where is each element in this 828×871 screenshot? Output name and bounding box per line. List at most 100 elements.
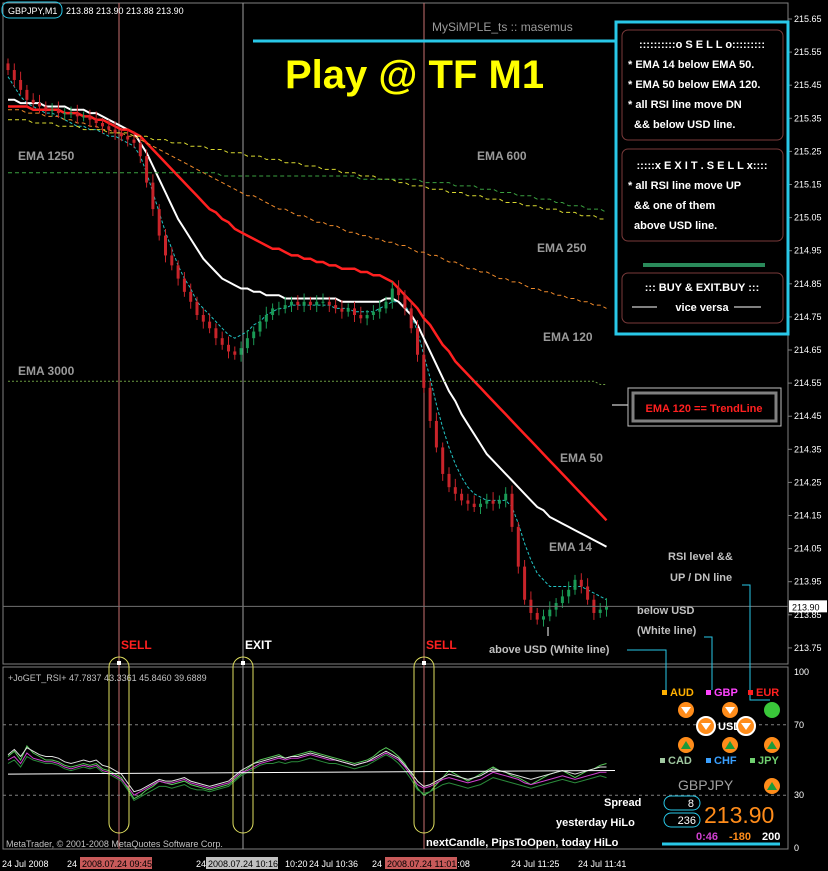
rsi-level-connector [742,584,770,701]
candle-bear [308,301,312,306]
candle-bear [44,106,48,110]
candle-bull [69,113,73,115]
rsi-tick-label: 70 [794,720,804,730]
ema3000-label: EMA 3000 [18,364,75,378]
candle-bear [101,123,104,127]
rsi-level-note-1: RSI level && [668,551,733,563]
pair-label: GBPJPY [678,777,734,793]
ema-line-ema14 [7,76,607,601]
down-arrow-icon [681,707,691,714]
candle-bear [31,99,35,104]
candle-bull [245,338,249,349]
y-tick-label: 215.25 [794,146,822,156]
hilo-label: yesterday HiLo [556,817,635,829]
signal-marker [241,661,245,665]
candle-bull [504,493,508,501]
exit-sell-title: :::::x E X I T . S E L L x:::: [637,160,768,172]
candle-bear [334,305,338,309]
currency-label-cad: CAD [668,755,692,767]
candle-bull [63,113,67,115]
y-tick-label: 214.55 [794,378,822,388]
candle-bear [138,142,142,157]
candle-bear [214,328,218,339]
candle-bear [460,493,464,501]
exit-sell-rule-1: * all RSI line move UP [628,180,741,192]
candle-bear [126,136,130,140]
candle-bull [485,500,489,504]
candle-bear [132,139,136,143]
candle-bear [195,301,199,316]
rsi-plot-frame [2,666,789,850]
signal-highlight-oval [232,656,254,834]
symbol-info: GBPJPY,M1 [8,6,57,16]
currency-swatch-eur [748,690,753,695]
candle-bull [542,616,545,620]
y-tick-label: 213.95 [794,577,822,587]
rsi-level-note-2: UP / DN line [670,572,732,584]
candle-bear [510,493,514,527]
candle-bear [523,566,527,600]
candle-bear [113,129,117,133]
candle-bull [239,348,243,355]
ema-line-ema120 [8,105,608,522]
candle-bull [384,301,388,309]
trendline-box-label: EMA 120 == TrendLine [646,403,763,415]
sell-rule-4: && below USD line. [634,119,735,131]
candle-bear [182,278,186,292]
candle-bull [315,301,319,306]
up-arrow-icon [725,741,735,749]
rsi-line [7,747,607,793]
buy-rules-box [621,272,784,324]
candle-bear [340,308,344,312]
y-tick-label: 215.65 [794,14,822,24]
currency-swatch-chf [706,758,711,763]
candle-bull [50,109,54,111]
down-arrow-icon [701,723,711,730]
indicator-name: MySiMPLE_ts :: masemus [432,20,573,34]
candle-bull [258,321,262,332]
rsi-tick-label: 100 [794,667,809,677]
candle-bear [38,103,41,107]
candle-bull [252,331,256,339]
ema-line-ema1250 [8,172,607,213]
candle-bear [491,500,495,504]
candle-bear [145,156,149,183]
x-tick-label: 24 [372,859,382,869]
signal-label-exit: EXIT [245,638,272,652]
y-tick-label: 214.15 [794,511,822,521]
candle-bear [472,503,476,508]
candle-bull [573,579,577,590]
x-highlight-label: 2008.07.24 10:16 [208,859,278,869]
sell-rule-2: * EMA 50 below EMA 120. [628,79,760,91]
x-tick-label: 24 Jul 10:36 [309,859,358,869]
currency-swatch-cad [660,758,665,763]
candle-bear [6,63,10,71]
sell-rule-3: * all RSI line move DN [628,99,742,111]
candle-bear [25,89,29,100]
rules-panel [614,20,790,336]
currency-indicator-eur-icon [764,702,780,718]
candle-bear [466,500,470,504]
exit-sell-rules-box [621,148,784,242]
up-arrow-icon [681,741,691,749]
candle-bull [567,589,571,597]
x-tick-label: 24 Jul 11:41 [578,859,626,869]
y-tick-label: 214.85 [794,279,822,289]
y-tick-label: 214.75 [794,312,822,322]
currency-label-eur: EUR [756,687,779,699]
candle-bear [428,387,432,421]
ema120-label: EMA 120 [543,330,593,344]
candle-bull [346,308,350,312]
down-arrow-icon [725,707,735,714]
ema-line-ema50 [8,98,607,548]
up-arrow-icon [767,741,777,749]
y-tick-label: 214.45 [794,411,822,421]
y-tick-label: 215.45 [794,80,822,90]
y-tick-label: 215.15 [794,180,822,190]
sell-rules-box [621,29,784,141]
y-tick-label: 215.55 [794,47,822,57]
signal-marker [117,661,121,665]
candle-bear [403,295,407,309]
x-highlight-bg [206,857,278,869]
sell-rule-1: * EMA 14 below EMA 50. [628,59,754,71]
